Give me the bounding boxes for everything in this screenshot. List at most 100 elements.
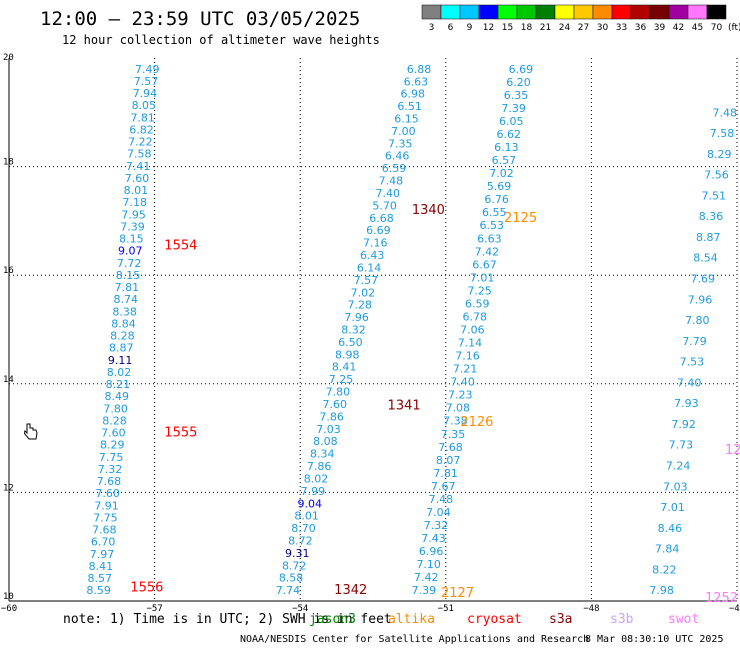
wave-height-label: 8.41	[332, 361, 357, 374]
wave-height-label: 9.04	[298, 497, 323, 510]
legend-altika: altika	[388, 612, 435, 627]
x-tick-label: −57	[146, 604, 162, 614]
colorbar-swatch	[592, 4, 613, 20]
wave-height-label: 7.60	[125, 172, 150, 185]
wave-height-label: 7.75	[99, 451, 124, 464]
credit-text: NOAA/NESDIS Center for Satellite Applica…	[240, 634, 590, 645]
wave-height-label: 7.81	[433, 467, 458, 480]
wave-height-label: 7.60	[323, 398, 348, 411]
wave-height-label: 7.35	[441, 428, 466, 441]
wave-height-label: 7.80	[326, 386, 351, 399]
pass-number-label: 2126	[460, 415, 493, 430]
x-tick-label: −48	[583, 604, 599, 614]
colorbar-swatch	[668, 4, 689, 20]
wave-height-label: 6.82	[129, 123, 154, 136]
wave-height-label: 7.39	[412, 584, 437, 597]
wave-height-label: 8.54	[693, 252, 718, 265]
wave-height-label: 7.94	[133, 87, 158, 100]
wave-height-label: 7.96	[688, 293, 713, 306]
wave-height-label: 7.39	[120, 220, 145, 233]
pass-number-label: 1342	[334, 583, 367, 598]
wave-height-label: 8.02	[304, 472, 329, 485]
colorbar-unit-label: (ft)	[728, 23, 740, 33]
wave-height-label: 7.02	[351, 286, 376, 299]
legend-swot: swot	[668, 612, 700, 627]
colorbar-tick-label: 70	[711, 23, 723, 33]
colorbar-swatch	[573, 4, 594, 20]
wave-height-label: 7.16	[455, 350, 480, 363]
wave-height-label: 6.57	[492, 154, 517, 167]
note-text: note: 1) Time is in UTC; 2) SWH is in fe…	[63, 612, 392, 627]
wave-height-label: 7.57	[354, 274, 379, 287]
wave-height-label: 7.91	[94, 499, 119, 512]
page-title: 12:00 – 23:59 UTC 03/05/2025	[40, 8, 361, 30]
colorbar-swatch	[554, 4, 575, 20]
wave-height-label: 7.22	[128, 136, 153, 149]
wave-height-label: 7.32	[424, 519, 449, 532]
x-tick-label: −51	[438, 604, 454, 614]
y-tick-label: 14	[3, 375, 14, 385]
wave-height-label: 9.31	[285, 547, 310, 560]
pass-number-label: 2125	[504, 211, 537, 226]
wave-height-label: 6.51	[397, 100, 422, 113]
legend-cryosat: cryosat	[467, 612, 522, 627]
wave-height-label: 7.95	[121, 208, 146, 221]
wave-height-label: 8.29	[707, 148, 732, 161]
wave-height-label: 7.58	[710, 127, 735, 140]
hand-cursor-icon	[24, 423, 38, 440]
wave-height-label: 7.39	[501, 102, 526, 115]
x-tick-label: −45	[729, 604, 740, 614]
y-tick-label: 20	[3, 53, 14, 63]
colorbar-swatch	[478, 4, 499, 20]
wave-height-label: 8.84	[111, 317, 136, 330]
wave-height-label: 7.51	[702, 189, 727, 202]
wave-height-label: 7.75	[93, 511, 118, 524]
wave-height-label: 6.96	[419, 545, 444, 558]
colorbar-tick-label: 3	[429, 23, 435, 33]
colorbar-swatch	[687, 4, 708, 20]
legend-jason3: jason3	[309, 612, 356, 627]
wave-height-label: 7.98	[649, 584, 674, 597]
wave-height-label: 8.49	[104, 390, 129, 403]
pass-number-label: 12	[725, 443, 740, 458]
colorbar-swatch	[516, 4, 537, 20]
wave-height-label: 7.35	[388, 137, 413, 150]
wave-height-label: 7.99	[301, 485, 326, 498]
wave-height-label: 8.58	[279, 572, 304, 585]
wave-height-label: 8.98	[335, 348, 360, 361]
wave-height-label: 7.84	[655, 543, 680, 556]
wave-height-label: 7.40	[376, 187, 401, 200]
wave-height-label: 8.72	[282, 559, 307, 572]
wave-height-label: 6.59	[382, 162, 407, 175]
credit-date: 8 Mar 08:30:10 UTC 2025	[585, 634, 724, 645]
wave-height-label: 6.15	[394, 113, 419, 126]
pass-number-label: 1340	[412, 203, 445, 218]
wave-height-label: 7.03	[663, 480, 688, 493]
wave-height-label: 7.74	[276, 584, 301, 597]
wave-height-label: 7.04	[426, 506, 451, 519]
wave-height-label: 8.28	[102, 414, 127, 427]
colorbar-swatch	[459, 4, 480, 20]
wave-height-label: 8.02	[107, 366, 132, 379]
wave-height-label: 7.79	[682, 335, 707, 348]
wave-height-label: 8.72	[288, 534, 313, 547]
colorbar-tick-label: 27	[578, 23, 589, 33]
wave-height-label: 8.70	[291, 522, 316, 535]
wave-height-label: 7.00	[391, 125, 416, 138]
colorbar-swatch	[421, 4, 442, 20]
colorbar-tick-label: 21	[540, 23, 551, 33]
wave-height-label: 7.01	[660, 501, 685, 514]
colorbar-swatch	[630, 4, 651, 20]
wave-height-label: 8.32	[341, 324, 366, 337]
wave-height-label: 7.68	[438, 441, 463, 454]
wave-height-label: 5.70	[372, 199, 397, 212]
wave-height-label: 7.97	[90, 548, 115, 561]
wave-height-label: 8.15	[116, 269, 141, 282]
colorbar-tick-label: 18	[521, 23, 533, 33]
wave-height-label: 7.25	[467, 284, 492, 297]
wave-height-label: 6.88	[407, 63, 432, 76]
wave-height-label: 7.42	[475, 245, 500, 258]
pass-number-label: 1556	[130, 580, 163, 595]
wave-height-label: 7.92	[671, 418, 696, 431]
wave-height-label: 7.80	[685, 314, 710, 327]
